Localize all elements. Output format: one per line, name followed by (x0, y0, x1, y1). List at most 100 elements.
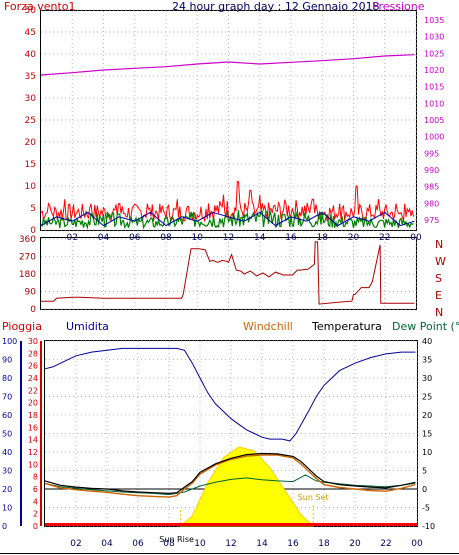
temperature-series (44, 452, 416, 495)
x-tick-label: 02 (70, 539, 81, 549)
compass-n-top: N (435, 238, 443, 251)
rain-tick-label: 28 (28, 349, 38, 358)
pressure-tick-label: 1010 (424, 99, 444, 108)
direction-tick-label: 270 (19, 253, 36, 263)
x-tick-label: 16 (287, 539, 299, 549)
humidity-series (44, 347, 416, 442)
wind-direction-series (41, 241, 415, 305)
x-tick-label: 14 (256, 539, 268, 549)
pressure-tick-label: 1035 (424, 16, 444, 25)
rain-tick-label: 26 (28, 362, 38, 371)
humidity-tick-label: 80 (2, 374, 12, 383)
humidity-tick-label: 20 (2, 485, 12, 494)
x-tick-label: 10 (194, 539, 206, 549)
windchill-label: Windchill (243, 320, 293, 333)
wind-speed-series (40, 211, 415, 227)
rain-axis-label: Pioggia (2, 320, 42, 333)
pressure-axis-label: Pressione (372, 0, 425, 13)
rain-tick-label: 10 (28, 460, 38, 469)
pressure-tick-label: 1000 (424, 133, 444, 142)
humidity-temperature-chart: 02 04 06 08 10 12 14 16 18 20 22 00-10-505101520253… (2, 337, 435, 549)
pressure-series (40, 54, 415, 76)
chart-title: 24 hour graph day : 12 Gennaio 2018 (172, 0, 380, 13)
pressure-tick-label: 1005 (424, 116, 444, 125)
rain-tick-label: 0 (33, 522, 38, 531)
wind-tick-label: 50 (25, 6, 37, 16)
x-tick-label: 18 (318, 539, 330, 549)
pressure-tick-label: 1030 (424, 33, 444, 42)
rain-tick-label: 20 (28, 399, 38, 408)
rain-tick-label: 2 (33, 510, 38, 519)
direction-tick-label: 0 (30, 305, 36, 315)
wind-tick-label: 5 (30, 204, 36, 214)
rain-tick-label: 12 (28, 448, 38, 457)
pressure-tick-label: 980 (424, 199, 439, 208)
pressure-tick-label: 1020 (424, 66, 444, 75)
wind-average-series (40, 210, 414, 230)
pressure-tick-label: 975 (424, 216, 439, 225)
rain-series (45, 523, 417, 526)
rain-tick-label: 30 (28, 337, 38, 346)
humidity-tick-label: 30 (2, 467, 12, 476)
x-tick-label: 22 (380, 539, 391, 549)
wind-tick-label: 35 (25, 72, 36, 82)
sunrise-label: Sun Rise (159, 535, 194, 544)
rain-tick-label: 24 (28, 374, 38, 383)
temperature-tick-label: 35 (422, 356, 432, 365)
wind-tick-label: 45 (25, 28, 36, 38)
rain-tick-label: 8 (33, 473, 38, 482)
direction-tick-label: 180 (19, 270, 36, 280)
direction-tick-label: 360 (19, 235, 36, 245)
temperature-tick-label: 30 (422, 374, 432, 383)
humidity-tick-label: 100 (2, 337, 17, 346)
rain-tick-label: 14 (28, 436, 38, 445)
humidity-tick-label: 60 (2, 411, 12, 420)
windchill-series (44, 454, 416, 498)
humidity-tick-label: 90 (2, 356, 12, 365)
wind-tick-label: 10 (25, 182, 37, 192)
wind-tick-label: 30 (25, 94, 37, 104)
compass-e: E (435, 289, 442, 302)
temperature-tick-label: 40 (422, 337, 432, 346)
pressure-tick-label: 1025 (424, 49, 444, 58)
rain-tick-label: 4 (33, 497, 38, 506)
temperature-tick-label: 20 (422, 411, 432, 420)
compass-n-bottom: N (435, 306, 443, 319)
temperature-tick-label: 0 (422, 485, 427, 494)
wind-axis-label: Forza vento1 (4, 0, 76, 13)
dewpoint-series (44, 474, 416, 496)
pressure-tick-label: 1015 (424, 83, 444, 92)
x-tick-label: 08 (163, 539, 175, 549)
temperature-tick-label: -5 (422, 504, 430, 513)
wind-tick-label: 20 (25, 138, 37, 148)
wind-direction-chart: 0 90 180 270 360 (19, 235, 417, 315)
dewpoint-label: Dew Point (°C (392, 320, 459, 333)
rain-tick-label: 18 (28, 411, 38, 420)
temperature-tick-label: -10 (422, 522, 435, 531)
pressure-tick-label: 990 (424, 166, 439, 175)
x-tick-label: 12 (225, 539, 236, 549)
compass-s: S (435, 272, 442, 285)
x-tick-label: 06 (132, 539, 144, 549)
temperature-tick-label: 10 (422, 448, 432, 457)
sunset-label: Sun Set (298, 493, 329, 502)
solar-radiation-area (179, 446, 315, 527)
wind-tick-label: 40 (25, 50, 37, 60)
wind-tick-label: 15 (25, 160, 36, 170)
humidity-axis-label: Umidita (66, 320, 109, 333)
gust-series (40, 181, 414, 223)
temperature-tick-label: 5 (422, 467, 427, 476)
temperature-tick-label: 25 (422, 393, 432, 402)
humidity-tick-label: 70 (2, 393, 12, 402)
x-tick-label: 04 (101, 539, 113, 549)
wind-tick-label: 25 (25, 116, 36, 126)
rain-tick-label: 16 (28, 423, 38, 432)
x-tick-label: 20 (349, 539, 361, 549)
x-tick-label: 00 (411, 539, 423, 549)
compass-w: W (435, 255, 446, 268)
humidity-tick-label: 50 (2, 430, 12, 439)
humidity-tick-label: 40 (2, 448, 12, 457)
wind-tick-label: 0 (30, 226, 36, 236)
temperature-label: Temperatura (311, 320, 382, 333)
